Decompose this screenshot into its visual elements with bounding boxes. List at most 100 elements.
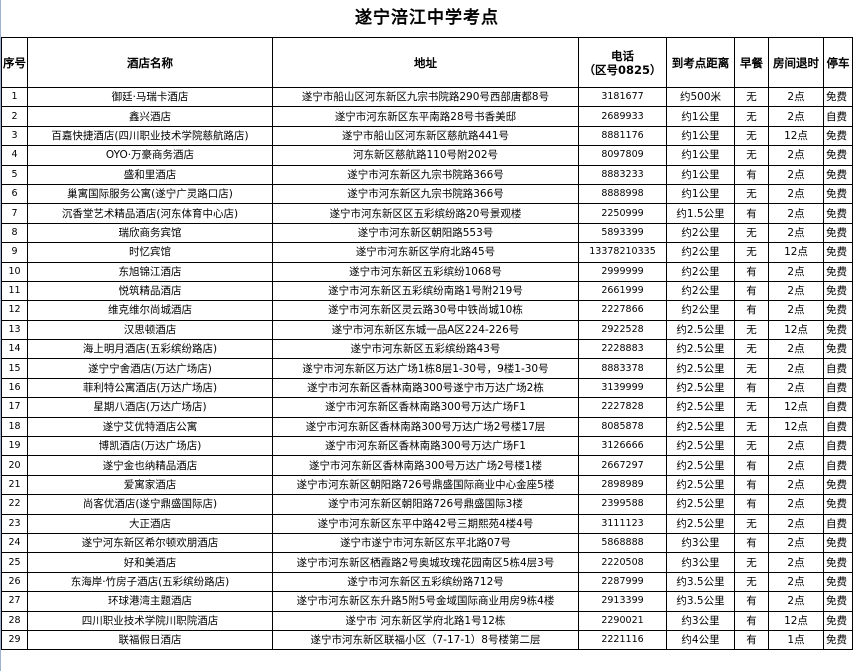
table-row: 21 爱寓家酒店 遂宁市河东新区朝阳路726号鼎盛国际商业中心金座5楼 2898989… (1, 474, 853, 496)
cell-checkout: 2点 (768, 145, 824, 166)
cell-distance: 约1公里 (666, 125, 735, 147)
cell-phone: 2220508 (578, 552, 667, 573)
cell-phone: 2287999 (578, 571, 667, 593)
cell-checkout: 2点 (768, 300, 824, 321)
cell-checkout: 2点 (768, 455, 824, 476)
cell-index: 7 (1, 203, 28, 224)
cell-breakfast: 无 (734, 571, 769, 593)
cell-address: 遂宁市河东新区九宗书院路366号 (272, 183, 579, 205)
cell-distance: 约500米 (666, 86, 735, 108)
cell-phone: 2999999 (578, 261, 667, 282)
cell-index: 17 (1, 397, 28, 418)
cell-index: 8 (1, 222, 28, 244)
cell-parking: 自费 (823, 377, 853, 399)
cell-name: 时忆宾馆 (27, 242, 273, 263)
cell-checkout: 2点 (768, 552, 824, 573)
cell-address: 遂宁市河东新区区五彩缤纷路20号景观楼 (272, 203, 579, 224)
table-row: 20 遂宁金也纳精品酒店 遂宁市河东新区香林南路300号万达广场2号楼1楼 26672… (1, 455, 853, 476)
cell-name: 盛和里酒店 (27, 164, 273, 185)
cell-checkout: 2点 (768, 571, 824, 593)
cell-index: 11 (1, 280, 28, 302)
cell-breakfast: 有 (734, 474, 769, 496)
table-row: 7 沉香堂艺术精品酒店(河东体育中心店) 遂宁市河东新区区五彩缤纷路20号景观楼 22… (1, 203, 853, 224)
cell-distance: 约3公里 (666, 532, 735, 554)
cell-index: 18 (1, 416, 28, 438)
table-row: 11 悦筑精品酒店 遂宁市河东新区五彩缤纷南路1号附219号 2661999 约2公里有… (1, 280, 853, 302)
cell-name: 遂宁宁舍酒店(万达广场店) (27, 358, 273, 379)
cell-parking: 免费 (823, 319, 853, 341)
cell-parking: 免费 (823, 280, 853, 302)
cell-address: 遂宁市河东新区五彩缤纷1068号 (272, 261, 579, 282)
table-row: 4 OYO·万豪商务酒店 河东新区慈航路110号附202号 8097809 约1公里无 2… (1, 145, 853, 166)
cell-parking: 免费 (823, 164, 853, 185)
cell-checkout: 2点 (768, 474, 824, 496)
cell-parking: 免费 (823, 571, 853, 593)
cell-name: 东海岸·竹房子酒店(五彩缤纷路店) (27, 571, 273, 593)
table-row: 19 博凯酒店(万达广场店) 遂宁市河东新区香林南路300号万达广场F1 312666… (1, 436, 853, 457)
header-breakfast: 早餐 (734, 37, 769, 88)
table-row: 1 御廷·马瑞卡酒店 遂宁市船山区河东新区九宗书院路290号西部唐都8号 318167… (1, 86, 853, 108)
cell-breakfast: 有 (734, 164, 769, 185)
cell-name: 巢寓国际服务公寓(遂宁广灵路口店) (27, 183, 273, 205)
cell-name: 遂宁金也纳精品酒店 (27, 455, 273, 476)
cell-breakfast: 有 (734, 300, 769, 321)
cell-phone: 2661999 (578, 280, 667, 302)
cell-parking: 免费 (823, 494, 853, 515)
cell-breakfast: 无 (734, 416, 769, 438)
cell-phone: 3181677 (578, 86, 667, 108)
table-row: 12 维克维尔尚城酒店 遂宁市河东新区灵云路30号中铁尚城10栋 2227866 约2公… (1, 300, 853, 321)
cell-address: 遂宁市船山区河东新区九宗书院路290号西部唐都8号 (272, 86, 579, 108)
cell-distance: 约4公里 (666, 629, 735, 651)
cell-index: 25 (1, 552, 28, 573)
cell-index: 24 (1, 532, 28, 554)
cell-parking: 免费 (823, 145, 853, 166)
cell-phone: 3111123 (578, 513, 667, 534)
cell-address: 遂宁市河东新区东平南路28号书香美邸 (272, 106, 579, 127)
cell-index: 9 (1, 242, 28, 263)
cell-address: 遂宁市河东新区东升路5附5号金域国际商业用房9栋4楼 (272, 591, 579, 612)
cell-breakfast: 无 (734, 513, 769, 534)
cell-index: 13 (1, 319, 28, 341)
cell-checkout: 2点 (768, 436, 824, 457)
cell-index: 15 (1, 358, 28, 379)
cell-distance: 约2.5公里 (666, 397, 735, 418)
cell-parking: 免费 (823, 300, 853, 321)
header-address: 地址 (272, 37, 579, 88)
cell-address: 河东新区慈航路110号附202号 (272, 145, 579, 166)
cell-checkout: 12点 (768, 125, 824, 147)
cell-parking: 自费 (823, 358, 853, 379)
cell-name: 百嘉快捷酒店(四川职业技术学院慈航路店) (27, 125, 273, 147)
cell-breakfast: 有 (734, 377, 769, 399)
cell-distance: 约2.5公里 (666, 339, 735, 360)
cell-phone: 3139999 (578, 377, 667, 399)
cell-breakfast: 无 (734, 319, 769, 341)
table-row: 18 遂宁艾优特酒店公寓 遂宁市河东新区香林南路300号万达广场2号楼17层 8085… (1, 416, 853, 438)
header-index: 序号 (1, 37, 28, 88)
table-row: 16 菲利特公寓酒店(万达广场店) 遂宁市河东新区香林南路300号遂宁市万达广场2栋… (1, 377, 853, 399)
cell-breakfast: 无 (734, 397, 769, 418)
cell-distance: 约1公里 (666, 145, 735, 166)
cell-parking: 自费 (823, 455, 853, 476)
sheet-left-border (0, 0, 1, 671)
header-parking: 停车 (823, 37, 853, 88)
cell-checkout: 2点 (768, 183, 824, 205)
cell-name: 环球港湾主题酒店 (27, 591, 273, 612)
cell-parking: 免费 (823, 610, 853, 631)
table-row: 13 汉思顿酒店 遂宁市河东新区东城一品A区224-226号 2922528 约2.5公… (1, 319, 853, 341)
cell-distance: 约3.5公里 (666, 571, 735, 593)
cell-name: 星期八酒店(万达广场店) (27, 397, 273, 418)
cell-parking: 免费 (823, 339, 853, 360)
cell-address: 遂宁市河东新区东城一品A区224-226号 (272, 319, 579, 341)
table-row: 29 联福假日酒店 遂宁市河东新区联福小区（7-17-1）8号楼第二层 2221116… (1, 629, 853, 651)
cell-breakfast: 无 (734, 242, 769, 263)
cell-checkout: 2点 (768, 358, 824, 379)
cell-phone: 2227828 (578, 397, 667, 418)
cell-parking: 免费 (823, 86, 853, 108)
table-row: 9 时忆宾馆 遂宁市河东新区学府北路45号 13378210335 约2公里无 12点 免费 (1, 242, 853, 263)
cell-phone: 2221116 (578, 629, 667, 651)
cell-address: 遂宁市河东新区东平中路42号三期熙苑4楼4号 (272, 513, 579, 534)
cell-phone: 2399588 (578, 494, 667, 515)
page-title: 遂宁涪江中学考点 (355, 8, 499, 28)
header-phone-label: 电话 (611, 48, 634, 63)
cell-name: 汉思顿酒店 (27, 319, 273, 341)
